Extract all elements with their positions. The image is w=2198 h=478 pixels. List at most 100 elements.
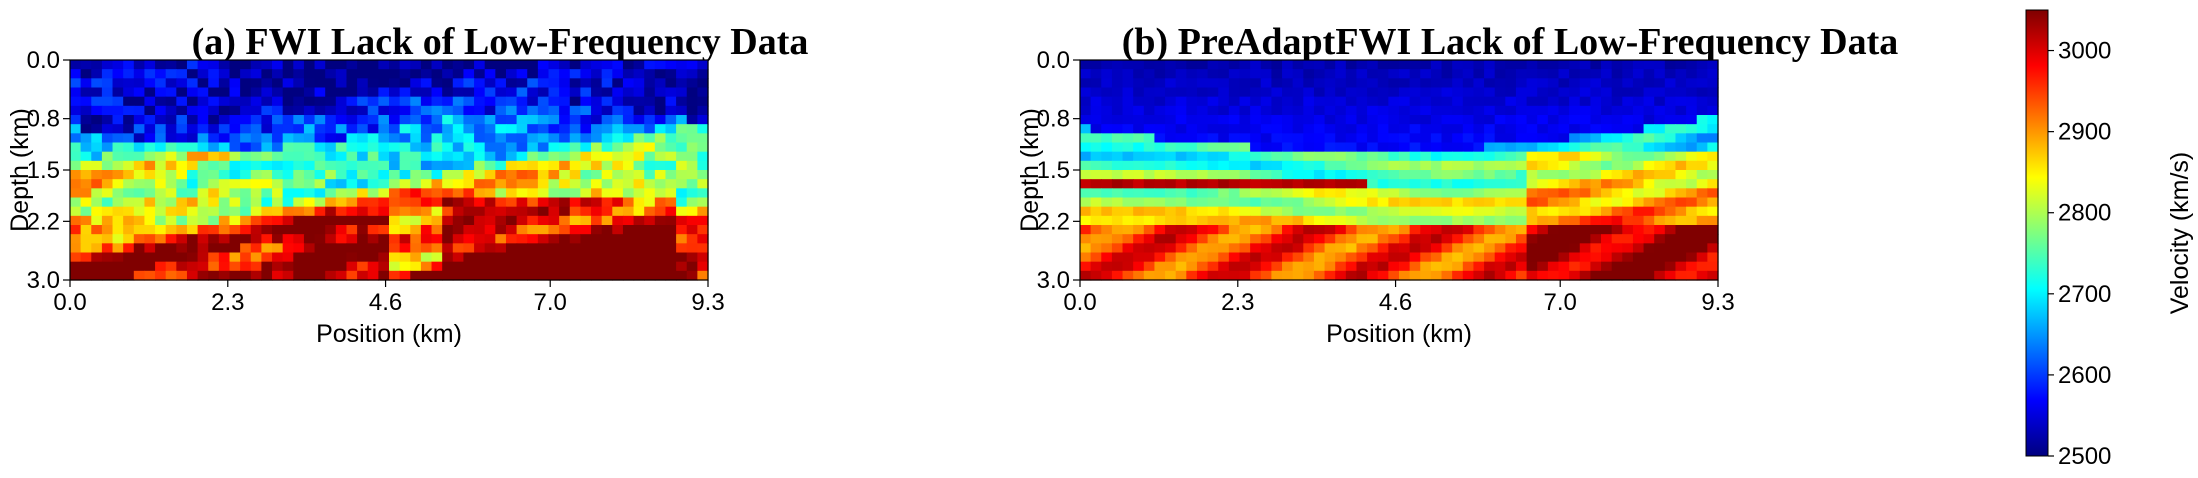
panel-b-cell [1494, 60, 1506, 70]
panel-b-cell [1494, 87, 1506, 98]
panel-b-cell [1537, 105, 1549, 116]
panel-b-cell [1430, 243, 1443, 254]
panel-b-cell [1420, 151, 1432, 162]
panel-a-xtick-label: 0.0 [53, 289, 86, 316]
panel-a-cell [250, 225, 262, 235]
panel-b-cell [1452, 215, 1464, 226]
panel-b-cell [1611, 60, 1623, 70]
panel-b-cell [1484, 170, 1496, 180]
panel-b-cell [1654, 252, 1666, 263]
panel-b-cell [1558, 78, 1570, 89]
panel-b-cell [1569, 197, 1581, 208]
panel-b-cell [1452, 188, 1464, 199]
panel-a-cell [537, 179, 550, 189]
panel-b-cell [1335, 69, 1347, 79]
panel-b-cell [1558, 215, 1570, 226]
panel-b-cell [1399, 234, 1411, 244]
panel-b-cell [1133, 96, 1145, 107]
panel-a-cell [165, 115, 177, 125]
panel-b-cell [1080, 151, 1092, 162]
panel-a-cell [559, 133, 571, 144]
panel-a-cell [463, 188, 475, 199]
panel-b-cell [1473, 206, 1485, 217]
panel-a-cell [240, 197, 252, 208]
panel-a-cell [293, 252, 305, 263]
panel-a-cell [537, 215, 550, 226]
panel-a-cell [282, 124, 294, 134]
panel-a-cell [622, 115, 635, 125]
panel-b-cell [1292, 270, 1304, 281]
panel-b-cell [1282, 60, 1294, 70]
panel-b-cell [1686, 197, 1698, 208]
panel-a-cell [165, 197, 177, 208]
panel-b-cell [1228, 197, 1241, 208]
panel-a-cell [240, 188, 252, 199]
panel-b-cell [1547, 170, 1560, 180]
panel-b-cell [1537, 60, 1549, 70]
panel-a-cell [261, 197, 273, 208]
panel-b-cell [1101, 188, 1113, 199]
panel-a-cell [155, 87, 167, 98]
panel-b-cell [1654, 87, 1666, 98]
panel-a-cell [399, 179, 411, 189]
panel-a-cell [123, 215, 135, 226]
panel-b-cell [1420, 78, 1432, 89]
panel-b-cell [1515, 188, 1528, 199]
panel-a-cell [272, 252, 284, 263]
panel-b-cell [1345, 115, 1358, 125]
panel-a-cell [112, 105, 124, 116]
panel-a-cell [410, 188, 422, 199]
panel-a-cell [527, 96, 539, 107]
panel-a-cell [335, 170, 348, 180]
panel-b-cell [1367, 206, 1379, 217]
panel-a-cell [133, 234, 146, 244]
panel-b-cell [1686, 96, 1698, 107]
panel-a-cell [484, 151, 496, 162]
panel-a-cell [484, 96, 496, 107]
panel-a-cell [389, 133, 401, 144]
panel-b-cell [1324, 78, 1336, 89]
panel-a-cell [186, 261, 199, 272]
panel-a-cell [378, 78, 390, 89]
panel-b-cell [1239, 124, 1251, 134]
panel-a-cell [580, 115, 592, 125]
panel-b-cell [1420, 234, 1432, 244]
panel-a-cell [601, 60, 613, 70]
panel-a-cell [633, 170, 645, 180]
panel-a-cell [357, 170, 369, 180]
panel-b-cell [1345, 170, 1358, 180]
panel-b-cell [1494, 215, 1506, 226]
panel-b-cell [1271, 197, 1283, 208]
panel-b-cell [1377, 160, 1389, 171]
panel-a-cell [686, 124, 698, 134]
panel-a-cell [580, 234, 592, 244]
panel-a-cell [186, 115, 199, 125]
panel-b-cell [1186, 252, 1198, 263]
panel-a-cell [495, 215, 507, 226]
panel-a-cell [537, 133, 550, 144]
panel-b-cell [1292, 160, 1304, 171]
panel-a-cell [293, 69, 305, 79]
panel-b-cell [1196, 188, 1209, 199]
panel-a-cell [580, 270, 592, 281]
panel-a-cell [505, 69, 518, 79]
panel-a-cell [399, 115, 411, 125]
panel-b-cell [1547, 179, 1560, 189]
panel-b-cell [1292, 115, 1304, 125]
panel-a-cell [580, 215, 592, 226]
panel-b-cell [1207, 179, 1219, 189]
panel-a-cell [633, 124, 645, 134]
panel-a-cell [516, 206, 528, 217]
panel-b-cell [1260, 160, 1272, 171]
panel-a-cell [325, 96, 337, 107]
panel-b-cell [1282, 188, 1294, 199]
panel-a-cell [686, 215, 698, 226]
panel-b-cell [1462, 160, 1475, 171]
panel-a-cell [537, 243, 550, 254]
panel-a-cell [165, 124, 177, 134]
panel-a-cell [697, 115, 709, 125]
panel-a-cell [165, 105, 177, 116]
panel-b-cell [1218, 160, 1230, 171]
panel-a-cell [622, 188, 635, 199]
panel-a-cell [389, 261, 401, 272]
